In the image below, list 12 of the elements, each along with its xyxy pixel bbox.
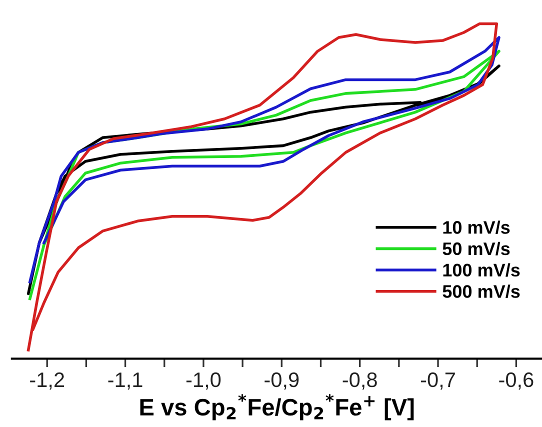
legend-label: 10 mV/s [443,220,510,234]
x-tick-label: -1,1 [108,372,142,390]
x-tick-label: -1,0 [186,372,221,390]
legend-label: 50 mV/s [442,242,510,256]
legend-label: 500 mV/s [442,284,520,298]
x-tick-label: -1,2 [30,372,64,390]
legend-label: 100 mV/s [443,263,520,277]
text: E vs Cp$_{2}$$^{*}$Fe/Cp$_{2}$$^{*}$Fe$^{+}$ [V] [140,394,414,420]
x-tick-label: -0,6 [499,372,534,390]
x-tick-label: -0,7 [420,372,455,390]
x-tick-label: -0,9 [264,372,299,390]
x-tick-label: -0,8 [342,372,377,390]
